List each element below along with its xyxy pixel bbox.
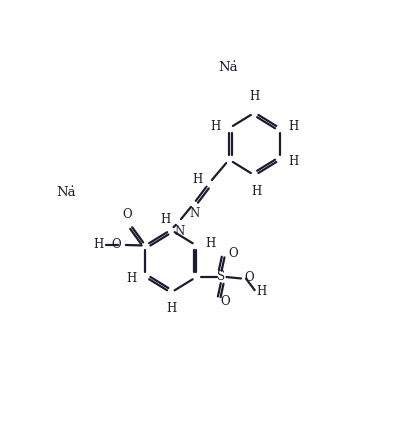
Text: H: H <box>166 302 177 315</box>
Text: N: N <box>174 225 184 239</box>
Text: H: H <box>289 120 299 133</box>
Text: O: O <box>122 208 132 221</box>
Text: O: O <box>228 247 238 260</box>
Text: Nȧ: Nȧ <box>218 61 238 74</box>
Text: H: H <box>160 213 170 226</box>
Text: H: H <box>126 272 137 285</box>
Text: S: S <box>217 270 225 284</box>
Text: N: N <box>189 207 199 220</box>
Text: O: O <box>244 272 254 284</box>
Text: H: H <box>205 237 215 250</box>
Text: H: H <box>192 173 202 186</box>
Text: H: H <box>256 285 266 298</box>
Text: H: H <box>210 120 220 133</box>
Text: H: H <box>250 91 260 103</box>
Text: O: O <box>220 295 230 308</box>
Text: H: H <box>289 155 299 168</box>
Text: H: H <box>251 184 261 198</box>
Text: Nȧ: Nȧ <box>56 186 76 199</box>
Text: H: H <box>93 239 104 251</box>
Text: O: O <box>111 238 120 251</box>
